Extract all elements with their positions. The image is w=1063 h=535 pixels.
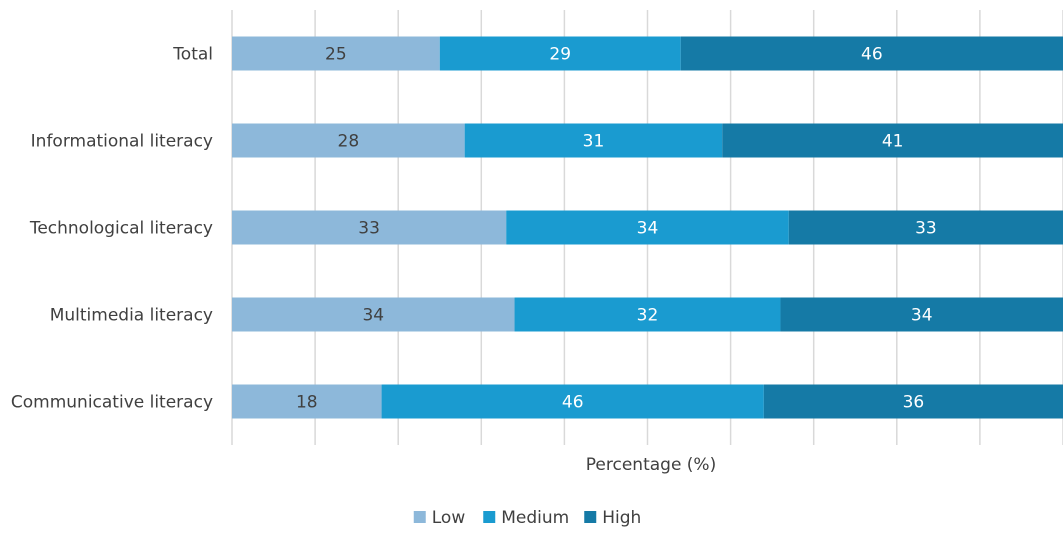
data-label: 33 (915, 219, 937, 239)
data-label: 46 (861, 45, 883, 65)
data-label: 36 (903, 393, 925, 413)
bar-segment-high (788, 210, 1063, 245)
bar-segment-medium (506, 210, 789, 245)
bar-segment-high (680, 36, 1063, 71)
bar-segment-low (232, 123, 465, 158)
legend-label-low: Low (432, 508, 466, 528)
legend-swatch-medium (483, 511, 496, 523)
data-label: 34 (362, 306, 384, 326)
data-label: 41 (882, 132, 904, 152)
data-label: 46 (562, 393, 584, 413)
data-label: 33 (358, 219, 380, 239)
data-label: 25 (325, 45, 347, 65)
bar-segment-low (232, 36, 440, 71)
data-label: 34 (911, 306, 933, 326)
legend-label-high: High (602, 508, 641, 528)
legend: Low Medium High (413, 508, 641, 528)
bars: 25 29 46 28 31 41 33 34 33 34 32 34 18 46 36 (232, 36, 1063, 419)
data-label: 31 (583, 132, 605, 152)
legend-swatch-high (584, 511, 597, 523)
x-axis-title: Percentage (%) (586, 455, 716, 475)
bar-segment-medium (514, 297, 781, 332)
data-label: 34 (637, 219, 659, 239)
category-label: Communicative literacy (11, 393, 213, 413)
bar-segment-low (232, 297, 515, 332)
category-label: Informational literacy (31, 132, 213, 152)
bar-segment-low (232, 384, 382, 419)
bar-segment-high (763, 384, 1063, 419)
category-label: Technological literacy (29, 219, 213, 239)
data-label: 29 (549, 45, 571, 65)
data-label: 18 (296, 393, 318, 413)
category-label: Multimedia literacy (50, 306, 213, 326)
bar-segment-high (780, 297, 1063, 332)
category-labels: Total Informational literacy Technological… (11, 45, 213, 413)
bar-segment-medium (381, 384, 764, 419)
category-label: Total (172, 45, 213, 65)
data-label: 28 (338, 132, 360, 152)
bar-segment-medium (439, 36, 681, 71)
legend-swatch-low (413, 511, 426, 523)
bar-segment-high (722, 123, 1063, 158)
data-label: 32 (637, 306, 659, 326)
bar-segment-medium (464, 123, 723, 158)
legend-label-medium: Medium (501, 508, 569, 528)
bar-segment-low (232, 210, 507, 245)
